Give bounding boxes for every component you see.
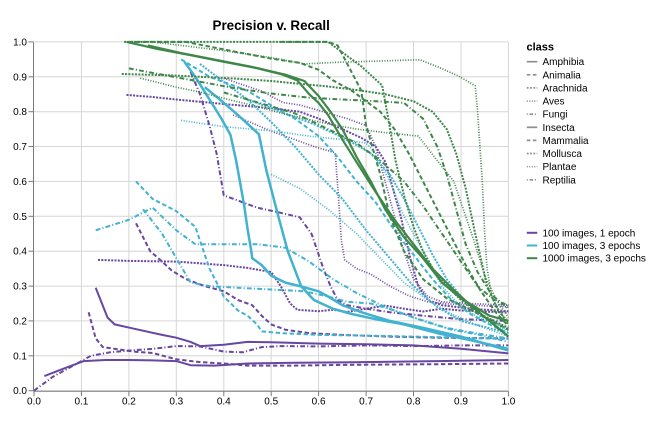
svg-text:Amphibia: Amphibia (543, 57, 585, 68)
svg-text:Animalia: Animalia (543, 70, 582, 81)
svg-text:Reptilia: Reptilia (543, 175, 577, 186)
svg-text:0.8: 0.8 (407, 397, 421, 408)
svg-text:1000 images, 3 epochs: 1000 images, 3 epochs (543, 254, 646, 265)
svg-text:class: class (527, 42, 555, 54)
svg-text:1.0: 1.0 (501, 397, 515, 408)
svg-text:0.3: 0.3 (169, 397, 183, 408)
svg-text:0.9: 0.9 (454, 397, 468, 408)
svg-text:0.8: 0.8 (13, 107, 27, 118)
svg-text:1.0: 1.0 (13, 37, 27, 48)
svg-text:0.4: 0.4 (13, 247, 27, 258)
svg-text:0.6: 0.6 (312, 397, 326, 408)
svg-text:Mammalia: Mammalia (543, 136, 590, 147)
svg-text:Insecta: Insecta (543, 123, 576, 134)
svg-text:0.2: 0.2 (122, 397, 136, 408)
svg-text:Mollusca: Mollusca (543, 149, 583, 160)
svg-text:100 images, 1 epoch: 100 images, 1 epoch (543, 228, 636, 239)
svg-text:0.9: 0.9 (13, 72, 27, 83)
svg-text:0.1: 0.1 (13, 351, 27, 362)
svg-text:Fungi: Fungi (543, 110, 568, 121)
svg-text:0.5: 0.5 (13, 212, 27, 223)
svg-text:0.7: 0.7 (13, 142, 27, 153)
svg-text:0.1: 0.1 (74, 397, 88, 408)
svg-text:Precision v. Recall: Precision v. Recall (213, 18, 330, 33)
svg-text:0.6: 0.6 (13, 177, 27, 188)
svg-text:Plantae: Plantae (543, 162, 577, 173)
svg-text:0.2: 0.2 (13, 316, 27, 327)
svg-text:0.7: 0.7 (359, 397, 373, 408)
svg-text:Aves: Aves (543, 97, 565, 108)
svg-text:0.0: 0.0 (27, 397, 41, 408)
svg-text:Arachnida: Arachnida (543, 83, 588, 94)
svg-text:0.4: 0.4 (217, 397, 231, 408)
svg-text:0.5: 0.5 (264, 397, 278, 408)
svg-text:0.0: 0.0 (13, 386, 27, 397)
svg-text:0.3: 0.3 (13, 282, 27, 293)
svg-text:100 images, 3 epochs: 100 images, 3 epochs (543, 241, 641, 252)
